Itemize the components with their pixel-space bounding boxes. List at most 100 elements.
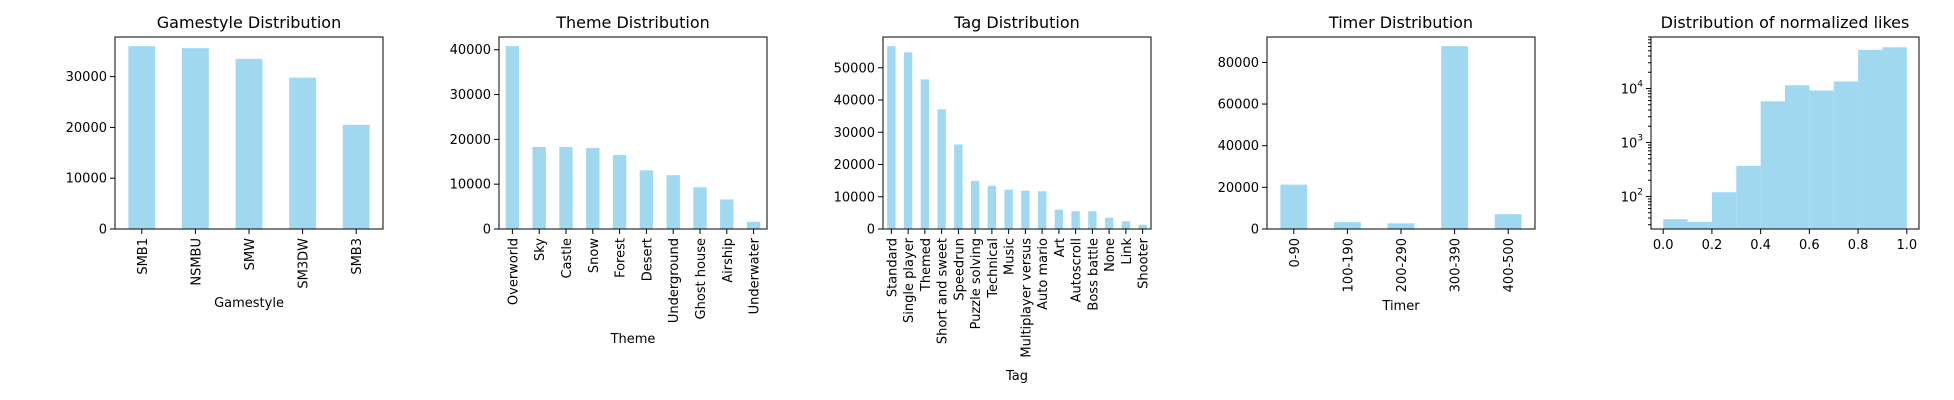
y-tick-label: 10000 xyxy=(834,190,875,205)
bar xyxy=(1280,184,1308,229)
x-tick-label: Shooter xyxy=(1137,237,1152,288)
bar xyxy=(937,109,946,229)
x-tick-label: Autoscroll xyxy=(1070,238,1085,302)
bar xyxy=(128,46,156,230)
y-tick-label: 20000 xyxy=(834,158,875,173)
x-axis-label: Theme xyxy=(610,332,656,347)
x-tick-label: SM3DW xyxy=(297,238,312,289)
x-tick-label: 300-390 xyxy=(1449,238,1464,292)
y-tick-label: 30000 xyxy=(834,126,875,141)
x-axis-label: Tag xyxy=(1005,369,1028,384)
bar xyxy=(1138,224,1147,229)
chart-title: Tag Distribution xyxy=(953,13,1080,32)
x-tick-label: 1.0 xyxy=(1896,238,1917,253)
x-tick-label: Standard xyxy=(885,238,900,297)
y-tick-label: 20000 xyxy=(1218,181,1259,196)
y-tick-label: 10000 xyxy=(450,178,491,193)
y-tick-label: 10000 xyxy=(66,172,107,187)
bar xyxy=(235,58,263,229)
bar xyxy=(987,185,997,229)
x-tick-label: Snow xyxy=(587,238,602,273)
histogram-bar xyxy=(1809,90,1834,229)
bar xyxy=(586,147,600,229)
x-tick-label: Underwater xyxy=(748,237,763,314)
x-tick-label: Multiplayer versus xyxy=(1019,238,1034,358)
y-tick-label: 104 xyxy=(1621,80,1644,98)
bar xyxy=(746,221,761,229)
bar xyxy=(970,180,980,229)
x-tick-label: Puzzle solving xyxy=(969,238,984,329)
histogram-bar xyxy=(1736,165,1761,229)
bar xyxy=(559,146,573,229)
bar xyxy=(1037,191,1047,229)
histogram-bar xyxy=(1760,101,1785,229)
y-tick-label: 0 xyxy=(483,223,491,238)
axes-frame xyxy=(114,36,384,230)
y-tick-label: 40000 xyxy=(834,94,875,109)
histogram-bar xyxy=(1687,221,1712,229)
chart-title: Distribution of normalized likes xyxy=(1661,13,1910,32)
bar xyxy=(1104,217,1114,229)
bar xyxy=(505,46,520,230)
x-tick-label: Link xyxy=(1120,238,1135,265)
axes-frame xyxy=(498,36,768,230)
y-tick-label: 20000 xyxy=(66,121,107,136)
x-tick-label: 100-190 xyxy=(1341,238,1356,292)
y-tick-label: 103 xyxy=(1621,134,1643,152)
histogram-bar xyxy=(1711,192,1737,229)
x-tick-label: 0-90 xyxy=(1288,238,1303,268)
bar xyxy=(1334,222,1361,229)
bar xyxy=(182,48,209,229)
bar xyxy=(903,52,913,230)
x-tick-label: Overworld xyxy=(506,238,521,305)
bar xyxy=(666,175,680,229)
bar xyxy=(532,146,546,229)
x-tick-label: SMB1 xyxy=(136,238,151,275)
bar xyxy=(720,199,734,229)
bar xyxy=(920,79,930,229)
y-tick-label: 0 xyxy=(1251,223,1259,238)
chart-1: Gamestyle Distribution SMB1 NSMBU SMW SM3DW S… xyxy=(66,13,384,311)
bar xyxy=(1494,214,1522,229)
bar xyxy=(1387,223,1415,229)
x-tick-label: 0.0 xyxy=(1653,238,1674,253)
bar xyxy=(1021,190,1030,229)
axes-frame xyxy=(1266,36,1536,230)
chart-3: Tag Distribution Standard Single player The… xyxy=(834,13,1152,384)
chart-title: Gamestyle Distribution xyxy=(157,13,341,32)
chart-title: Theme Distribution xyxy=(555,13,710,32)
x-tick-label: SMB3 xyxy=(350,238,365,275)
bar xyxy=(954,144,963,229)
bar xyxy=(1054,209,1064,229)
bar xyxy=(1004,189,1013,229)
x-tick-label: 0.4 xyxy=(1750,238,1771,253)
y-tick-label: 102 xyxy=(1621,187,1643,205)
x-tick-label: 400-500 xyxy=(1502,238,1517,292)
x-tick-label: Airship xyxy=(721,238,736,283)
x-axis-label: Gamestyle xyxy=(214,296,284,311)
chart-2: Theme Distribution Overworld Sky Castle Snow… xyxy=(450,13,768,347)
y-tick-label: 30000 xyxy=(450,88,491,103)
y-tick-label: 20000 xyxy=(450,133,491,148)
y-tick-label: 0 xyxy=(867,223,875,238)
y-tick-label: 40000 xyxy=(1218,139,1259,154)
x-tick-label: Art xyxy=(1053,238,1068,257)
y-tick-label: 50000 xyxy=(834,61,875,76)
axes-frame xyxy=(1650,36,1920,230)
histogram-bar xyxy=(1663,219,1688,229)
x-tick-label: 0.6 xyxy=(1799,238,1820,253)
x-tick-label: Forest xyxy=(614,238,629,278)
bar xyxy=(693,187,707,229)
x-tick-label: Single player xyxy=(902,237,917,323)
x-tick-label: SMW xyxy=(243,238,258,270)
x-tick-label: Sky xyxy=(533,238,548,261)
x-tick-label: None xyxy=(1103,238,1118,272)
x-axis-label: Timer xyxy=(1381,299,1420,314)
bar xyxy=(639,170,654,229)
chart-title: Timer Distribution xyxy=(1328,13,1473,32)
bar xyxy=(1071,211,1080,229)
histogram-bar xyxy=(1858,49,1883,229)
axes-frame xyxy=(882,36,1152,230)
bar xyxy=(887,46,896,230)
